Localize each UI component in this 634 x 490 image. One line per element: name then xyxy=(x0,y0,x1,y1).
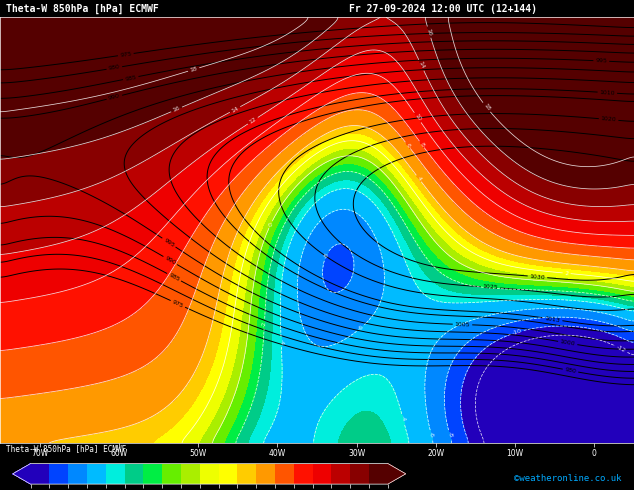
Text: Fr 27-09-2024 12:00 UTC (12+144): Fr 27-09-2024 12:00 UTC (12+144) xyxy=(349,3,537,14)
Text: 995: 995 xyxy=(595,58,607,64)
Text: 1013: 1013 xyxy=(545,316,561,323)
Text: 1000: 1000 xyxy=(560,339,576,347)
Text: ©weatheronline.co.uk: ©weatheronline.co.uk xyxy=(514,474,621,483)
Text: 975: 975 xyxy=(171,299,184,309)
Text: 8: 8 xyxy=(418,142,425,147)
Text: 12: 12 xyxy=(248,117,257,125)
PathPatch shape xyxy=(13,464,30,484)
Text: 14: 14 xyxy=(230,105,240,114)
Text: 975: 975 xyxy=(120,51,132,58)
Text: -4: -4 xyxy=(278,339,284,345)
Text: 1025: 1025 xyxy=(482,284,498,291)
Text: 990: 990 xyxy=(108,94,120,101)
Text: 6: 6 xyxy=(404,142,411,148)
Text: 990: 990 xyxy=(164,255,177,266)
Text: 16: 16 xyxy=(172,106,181,113)
Text: 985: 985 xyxy=(168,272,181,282)
Text: -6: -6 xyxy=(428,431,434,439)
Text: -6: -6 xyxy=(357,324,365,332)
Text: 985: 985 xyxy=(124,74,137,82)
Text: 1005: 1005 xyxy=(455,322,470,327)
Text: Theta-W 850hPa [hPa] ECMWF: Theta-W 850hPa [hPa] ECMWF xyxy=(6,3,159,14)
Text: 4: 4 xyxy=(415,175,422,182)
Text: -12: -12 xyxy=(616,344,627,353)
Text: 2: 2 xyxy=(564,270,569,276)
Text: Theta-W 850hPa [hPa] ECMWF: Theta-W 850hPa [hPa] ECMWF xyxy=(6,444,127,453)
Text: 1030: 1030 xyxy=(529,273,545,280)
Text: 1010: 1010 xyxy=(599,90,615,96)
Text: 980: 980 xyxy=(108,65,120,72)
Text: -8: -8 xyxy=(446,431,453,439)
PathPatch shape xyxy=(388,464,406,484)
Text: -8: -8 xyxy=(323,251,330,259)
Text: 10: 10 xyxy=(413,113,422,122)
Text: 16: 16 xyxy=(425,27,432,37)
Text: 18: 18 xyxy=(482,103,491,112)
Text: 18: 18 xyxy=(190,66,198,73)
Text: 0: 0 xyxy=(268,221,274,227)
Text: 1020: 1020 xyxy=(600,116,617,122)
Text: -2: -2 xyxy=(262,320,267,327)
Text: 995: 995 xyxy=(162,237,175,248)
Text: -4: -4 xyxy=(400,415,406,422)
Text: -10: -10 xyxy=(512,328,522,336)
Text: 980: 980 xyxy=(564,367,577,374)
Text: 14: 14 xyxy=(417,61,425,70)
